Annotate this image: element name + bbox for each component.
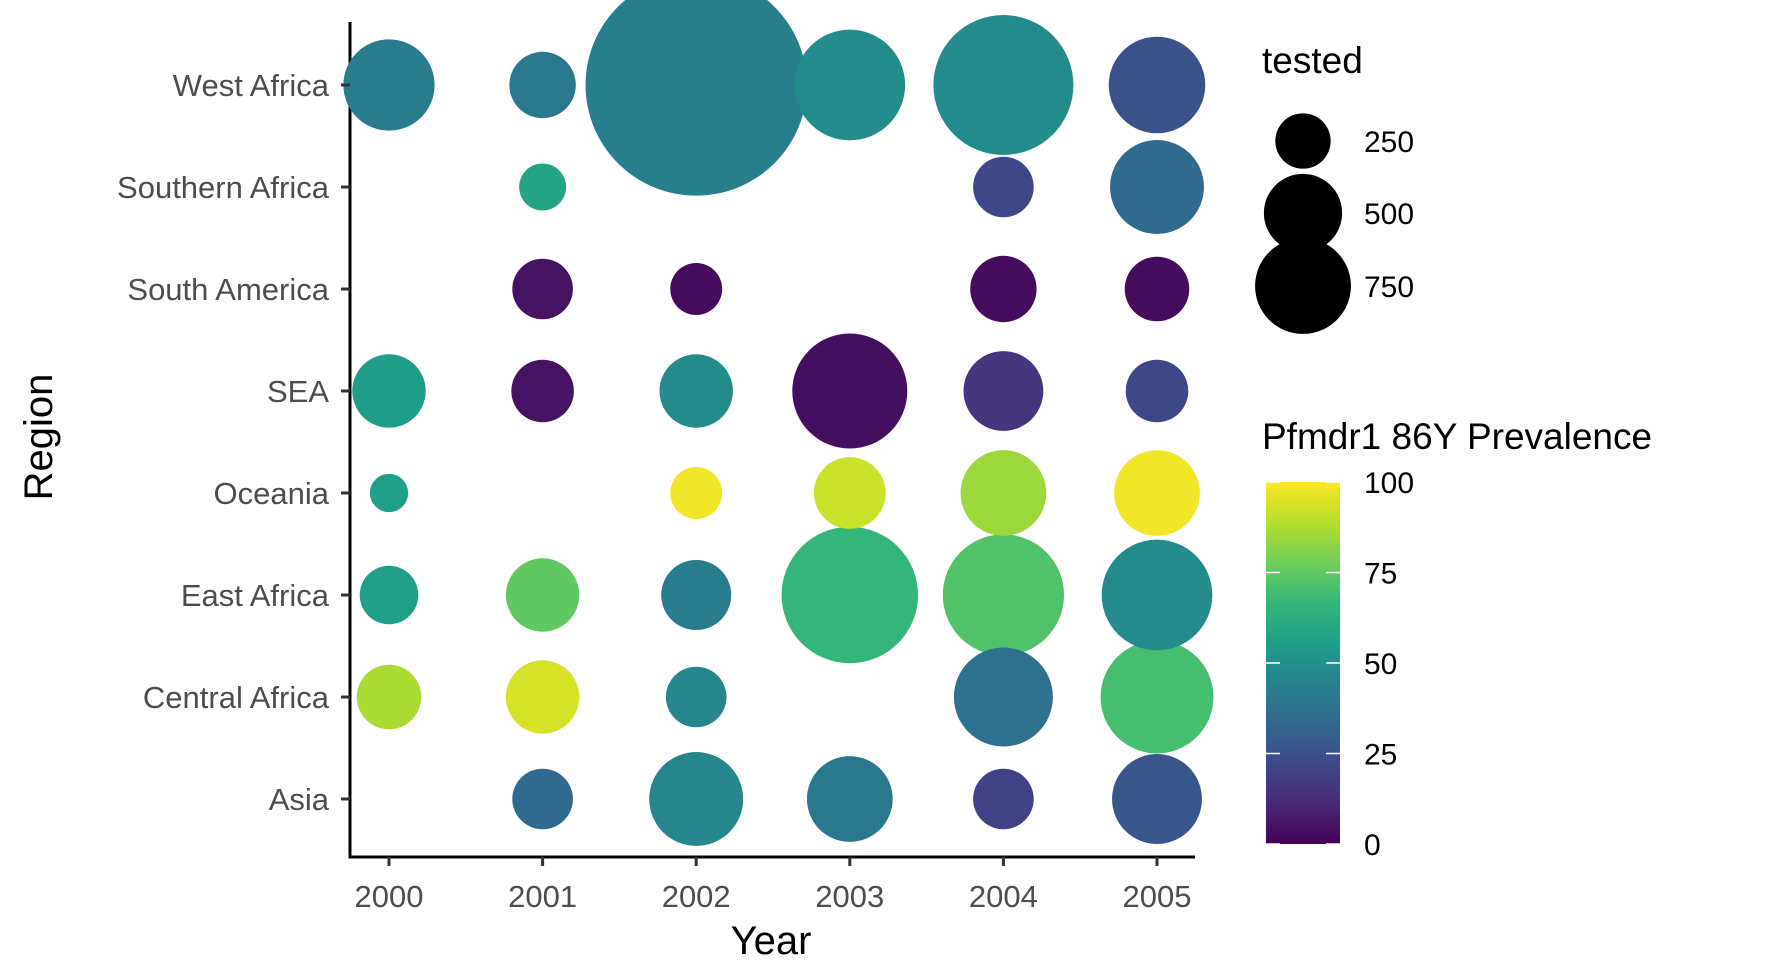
data-point [356,664,422,730]
data-point [359,565,419,625]
size-legend-key [1255,238,1351,334]
data-point [369,473,409,513]
data-point [585,0,807,196]
data-point [505,660,580,734]
size-legend-label: 500 [1364,198,1414,231]
size-legend: tested 250 500 750 [1255,40,1414,334]
data-point [933,15,1074,155]
y-tick-label: South America [127,272,329,307]
data-point [1112,754,1202,844]
x-tick-label: 2005 [1123,879,1192,914]
x-tick-label: 2004 [969,879,1038,914]
data-point [665,666,727,728]
points-layer [343,0,1214,846]
data-point [670,263,723,315]
size-legend-title: tested [1262,40,1363,81]
data-point [512,768,573,830]
data-point [792,333,908,449]
data-point [970,255,1037,323]
data-point [806,756,893,842]
colorbar-label: 0 [1364,829,1381,862]
data-point [960,450,1047,536]
y-tick-label: SEA [267,374,329,409]
size-legend-key [1275,113,1331,169]
data-point [1100,640,1214,754]
data-point [343,39,435,131]
data-point [963,351,1044,431]
colorbar-label: 25 [1364,739,1397,772]
size-legend-label: 750 [1364,271,1414,304]
data-point [661,560,732,630]
data-point [670,467,723,519]
data-point [649,752,744,846]
data-point [1114,450,1200,536]
data-point [1110,140,1204,234]
data-point [512,258,573,320]
size-legend-key [1263,173,1343,253]
data-point [953,647,1053,747]
data-point [509,51,576,119]
data-point [1125,359,1189,423]
data-point [942,534,1065,656]
data-point [1101,539,1213,651]
colorbar-label: 100 [1364,467,1414,500]
ticks-layer: 2000 2001 2002 2003 2004 2005 Asia Central Afri… [117,68,1191,914]
x-tick-label: 2003 [815,879,884,914]
colorbar-label: 75 [1364,558,1397,591]
data-point [794,29,906,141]
data-point [519,163,567,211]
data-point [781,526,919,664]
y-tick-label: West Africa [173,68,330,103]
y-axis-title: Region [17,374,61,501]
x-axis-title: Year [731,919,812,963]
color-legend-title: Pfmdr1 86Y Prevalence [1262,416,1652,457]
y-tick-label: Asia [269,782,330,817]
axes [348,22,1195,859]
y-tick-label: Oceania [214,476,330,511]
data-point [1108,36,1206,134]
size-legend-label: 250 [1364,126,1414,159]
y-tick-label: East Africa [181,578,330,613]
y-tick-label: Central Africa [143,680,330,715]
data-point [505,558,580,632]
data-point [511,359,574,423]
data-point [1124,256,1190,322]
color-legend: Pfmdr1 86Y Prevalence 0 25 50 75 100 [1262,416,1652,862]
data-point [973,156,1034,218]
x-tick-label: 2002 [662,879,731,914]
data-point [659,354,733,428]
colorbar-label: 50 [1364,648,1397,681]
x-tick-label: 2000 [355,879,424,914]
x-tick-label: 2001 [508,879,577,914]
data-point [352,354,426,428]
data-point [973,768,1034,830]
data-point [813,457,886,529]
y-tick-label: Southern Africa [117,170,330,205]
